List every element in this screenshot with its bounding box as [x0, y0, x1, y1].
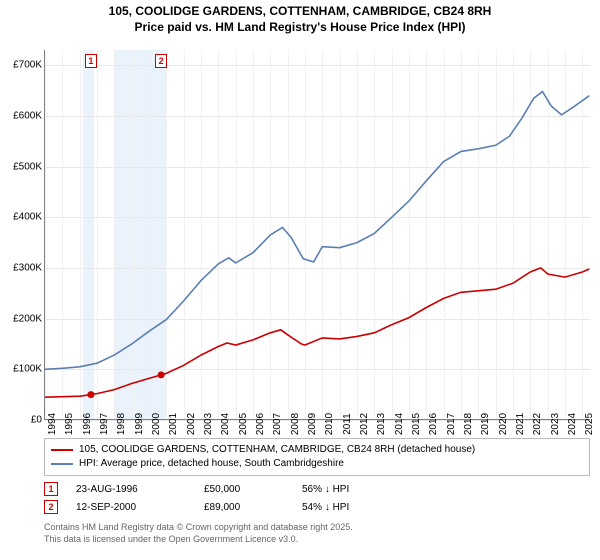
y-tick-label: £600K	[13, 110, 42, 121]
chart-container: { "title": { "line1": "105, COOLIDGE GAR…	[0, 0, 600, 560]
sale-marker-flag: 1	[85, 54, 97, 68]
x-tick-label: 2008	[290, 413, 301, 435]
series-price_paid	[45, 268, 589, 397]
x-tick-label: 2010	[324, 413, 335, 435]
legend-item-hpi: HPI: Average price, detached house, Sout…	[51, 457, 583, 471]
plot-area: 12	[44, 50, 590, 420]
sales-row: 1 23-AUG-1996 £50,000 56% ↓ HPI	[44, 480, 590, 498]
sale-date: 23-AUG-1996	[76, 484, 186, 495]
y-tick-label: £700K	[13, 60, 42, 71]
y-tick-label: £400K	[13, 212, 42, 223]
sales-row: 2 12-SEP-2000 £89,000 54% ↓ HPI	[44, 498, 590, 516]
x-tick-label: 1996	[82, 413, 93, 435]
x-tick-label: 2011	[342, 413, 353, 435]
x-tick-label: 2020	[498, 413, 509, 435]
series-hpi	[45, 92, 589, 370]
x-tick-label: 2001	[168, 413, 179, 435]
sale-price: £50,000	[204, 484, 284, 495]
legend-label: 105, COOLIDGE GARDENS, COTTENHAM, CAMBRI…	[79, 443, 475, 457]
legend-item-price-paid: 105, COOLIDGE GARDENS, COTTENHAM, CAMBRI…	[51, 443, 583, 457]
x-tick-label: 1994	[47, 413, 58, 435]
y-tick-label: £100K	[13, 364, 42, 375]
footer-line-2: This data is licensed under the Open Gov…	[44, 534, 590, 546]
plot-svg	[45, 50, 590, 419]
x-tick-label: 2025	[584, 413, 595, 435]
x-tick-label: 2000	[151, 413, 162, 435]
legend: 105, COOLIDGE GARDENS, COTTENHAM, CAMBRI…	[44, 438, 590, 476]
sale-marker-icon: 2	[44, 500, 58, 514]
sale-marker-icon: 1	[44, 482, 58, 496]
x-tick-label: 2003	[203, 413, 214, 435]
x-tick-label: 1997	[99, 413, 110, 435]
legend-label: HPI: Average price, detached house, Sout…	[79, 457, 344, 471]
x-tick-label: 2018	[463, 413, 474, 435]
x-tick-label: 2015	[411, 413, 422, 435]
x-tick-label: 2016	[428, 413, 439, 435]
x-tick-label: 1998	[116, 413, 127, 435]
x-tick-label: 2014	[394, 413, 405, 435]
x-tick-label: 2019	[480, 413, 491, 435]
legend-swatch	[51, 463, 73, 465]
y-tick-label: £500K	[13, 161, 42, 172]
y-tick-label: £0	[31, 415, 42, 426]
sale-marker-flag: 2	[155, 54, 167, 68]
x-tick-label: 2012	[359, 413, 370, 435]
x-tick-label: 1995	[64, 413, 75, 435]
sale-dot	[158, 371, 165, 378]
x-tick-label: 2005	[238, 413, 249, 435]
title-line-2: Price paid vs. HM Land Registry's House …	[10, 20, 590, 36]
x-tick-label: 2021	[515, 413, 526, 435]
sales-table: 1 23-AUG-1996 £50,000 56% ↓ HPI 2 12-SEP…	[44, 480, 590, 516]
x-tick-label: 2013	[376, 413, 387, 435]
x-tick-label: 2002	[186, 413, 197, 435]
x-tick-label: 2007	[272, 413, 283, 435]
x-tick-label: 2006	[255, 413, 266, 435]
x-tick-label: 2022	[532, 413, 543, 435]
x-tick-label: 2004	[220, 413, 231, 435]
sale-price: £89,000	[204, 502, 284, 513]
footer-line-1: Contains HM Land Registry data © Crown c…	[44, 522, 590, 534]
y-tick-label: £300K	[13, 262, 42, 273]
x-tick-label: 1999	[134, 413, 145, 435]
chart-title: 105, COOLIDGE GARDENS, COTTENHAM, CAMBRI…	[0, 0, 600, 37]
x-tick-label: 2023	[550, 413, 561, 435]
x-tick-label: 2009	[307, 413, 318, 435]
y-tick-label: £200K	[13, 313, 42, 324]
x-tick-label: 2017	[446, 413, 457, 435]
footer: Contains HM Land Registry data © Crown c…	[44, 522, 590, 545]
title-line-1: 105, COOLIDGE GARDENS, COTTENHAM, CAMBRI…	[10, 4, 590, 20]
legend-swatch	[51, 449, 73, 451]
sale-delta: 54% ↓ HPI	[302, 502, 402, 513]
sale-date: 12-SEP-2000	[76, 502, 186, 513]
x-tick-label: 2024	[567, 413, 578, 435]
sale-delta: 56% ↓ HPI	[302, 484, 402, 495]
sale-dot	[87, 391, 94, 398]
